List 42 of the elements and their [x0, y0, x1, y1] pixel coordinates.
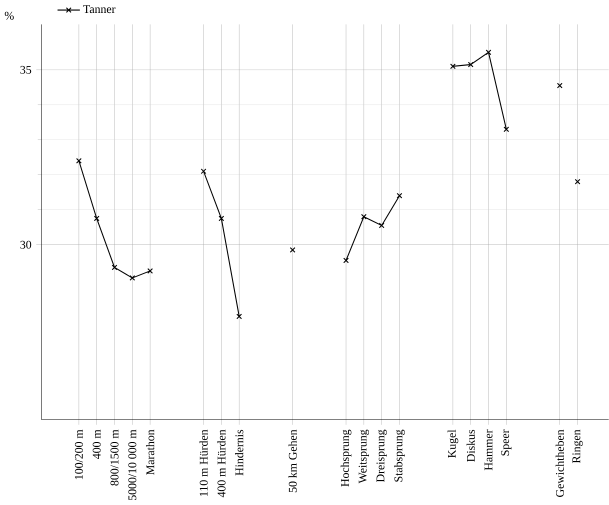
point [378, 222, 384, 228]
point [147, 268, 153, 274]
point [129, 275, 136, 281]
point [112, 264, 118, 270]
point [503, 126, 510, 132]
x-tick-label: 5000/10 000 m [128, 430, 136, 500]
point [343, 258, 349, 264]
x-tick-label: Weitsprung [358, 430, 370, 484]
point [76, 158, 82, 164]
x-tick-label: 110 m Hürden [199, 430, 208, 496]
point [396, 192, 402, 199]
x-tick-label: 100/200 m [74, 430, 83, 480]
point [236, 314, 242, 320]
x-tick-label: Stabsprung [394, 430, 405, 482]
x-tick-label: Kugel [448, 430, 458, 458]
legend-label: Tanner [83, 5, 116, 14]
x-tick-label: Dreisprung [376, 430, 387, 482]
point [556, 82, 563, 88]
x-tick-label: Diskus [466, 430, 475, 462]
y-tick-label: 35 [20, 66, 32, 74]
y-tick-label: 30 [20, 240, 32, 249]
x-tick-label: Marathon [146, 430, 154, 475]
y-axis-title: % [4, 12, 14, 20]
x-tick-label: 400 m Hürden [217, 430, 226, 498]
x-tick-label: Hochsprung [340, 430, 352, 487]
x-tick-label: Ringen [572, 430, 583, 464]
point [361, 214, 367, 220]
point [486, 49, 492, 56]
x-tick-label: Hindernis [235, 430, 244, 476]
x-tick-label: 800/1500 m [110, 430, 118, 486]
point [468, 62, 474, 68]
point [218, 216, 224, 222]
x-tick-label: 400 m [92, 430, 101, 459]
x-tick-label: 50 km Gehen [288, 430, 297, 492]
point [200, 168, 206, 174]
x-tick-label: Hammer [484, 429, 492, 470]
x-tick-label: Gewichtheben [556, 430, 564, 497]
point [94, 216, 100, 222]
point [450, 63, 456, 70]
point [290, 247, 296, 253]
x-tick-label: Speer [501, 429, 512, 456]
point [574, 178, 580, 185]
